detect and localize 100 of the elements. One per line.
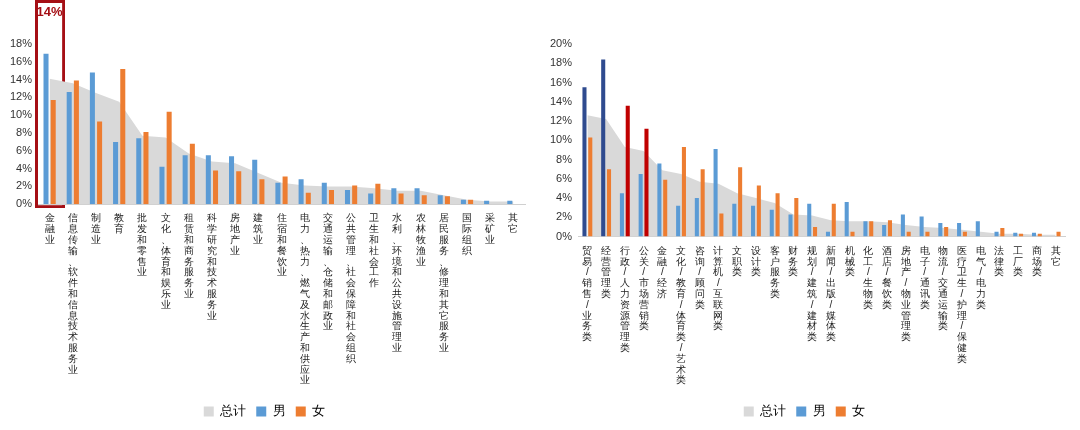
- bar: [305, 192, 311, 205]
- bar: [89, 72, 95, 205]
- bar: [713, 148, 718, 237]
- category-label: 交通运输、仓储和邮政业: [322, 212, 333, 332]
- legend-label: 总计: [759, 403, 787, 419]
- y-tick-label: 2%: [16, 179, 33, 192]
- y-tick-label: 4%: [16, 161, 33, 174]
- bar: [205, 155, 211, 205]
- bar: [252, 159, 258, 205]
- bar: [957, 223, 962, 237]
- x-tick-label: 金融/经济: [657, 244, 668, 299]
- bar: [213, 170, 219, 205]
- x-tick-label: 电气/电力类: [975, 244, 986, 310]
- y-tick-label: 14%: [549, 94, 573, 107]
- x-tick-label: 金融业: [44, 212, 55, 245]
- bar: [368, 193, 374, 205]
- bar: [460, 199, 466, 205]
- category-label: 科学研究和技术服务业: [206, 212, 217, 321]
- bar: [421, 195, 427, 205]
- y-tick-label: 12%: [549, 114, 573, 127]
- category-label: 贸易/销售/业务类: [582, 244, 593, 343]
- bar: [788, 214, 793, 237]
- bar: [159, 166, 165, 205]
- bar: [756, 185, 761, 237]
- bar: [794, 198, 799, 237]
- category-label: 公共管理、社会保障和社会组织: [346, 212, 357, 364]
- bar: [619, 193, 624, 237]
- x-tick-label: 其它: [1050, 244, 1061, 267]
- y-tick-label: 0%: [556, 229, 573, 242]
- bar: [236, 171, 242, 205]
- x-tick-label: 法律类: [994, 244, 1005, 278]
- category-label: 文化、体育和娱乐业: [160, 212, 171, 310]
- category-label: 新闻/出版/媒体类: [825, 244, 836, 343]
- legend-label: 女: [852, 403, 866, 419]
- bar: [344, 189, 350, 205]
- y-tick-label: 6%: [556, 171, 573, 184]
- bar: [391, 188, 397, 205]
- bar: [863, 221, 868, 237]
- y-tick-label: 2%: [556, 210, 573, 223]
- x-tick-label: 租赁和商务服务业: [183, 212, 194, 299]
- x-tick-label: 商场类: [1030, 244, 1042, 278]
- bar: [850, 231, 855, 237]
- y-tick-label: 6%: [16, 143, 33, 156]
- y-tick-label: 4%: [556, 191, 573, 204]
- x-tick-label: 客户服务类: [769, 244, 780, 299]
- x-tick-label: 国际组织: [462, 212, 473, 256]
- bar: [887, 220, 892, 237]
- bar: [813, 226, 818, 237]
- bar: [321, 182, 327, 205]
- x-tick-label: 物流/交通运输类: [938, 244, 949, 332]
- bar: [681, 147, 686, 237]
- x-tick-label: 公关/市场营销类: [637, 244, 649, 332]
- y-tick-label: 8%: [556, 152, 573, 165]
- bar: [444, 196, 450, 205]
- bar: [97, 121, 103, 205]
- category-label: 医疗卫生/护理/保健类: [956, 244, 967, 364]
- category-label: 水利、环境和公共设施管理业: [392, 212, 403, 353]
- x-tick-label: 经营管理类: [601, 244, 612, 299]
- bar: [298, 179, 304, 205]
- bar: [882, 225, 887, 237]
- y-tick-label: 18%: [549, 56, 573, 69]
- bar: [468, 199, 474, 205]
- y-tick-label: 8%: [16, 126, 33, 139]
- x-tick-label: 制造业: [90, 212, 101, 245]
- x-tick-label: 计算机/互联网类: [713, 244, 724, 332]
- x-tick-label: 住宿和餐饮业: [275, 212, 287, 278]
- x-tick-label: 化工/生物类: [863, 244, 874, 310]
- x-tick-label: 批发和零售业: [137, 212, 148, 278]
- bar: [944, 226, 949, 237]
- bar: [938, 223, 943, 237]
- y-tick-label: 14%: [9, 72, 33, 85]
- x-tick-label: 建筑业: [252, 212, 264, 245]
- bar: [601, 59, 606, 237]
- bar: [143, 132, 149, 205]
- category-label: 文化/教育/体育类/艺术类: [676, 244, 687, 386]
- bar: [275, 182, 281, 205]
- bar: [582, 87, 587, 237]
- bar: [66, 92, 72, 205]
- x-tick-label: 文职类: [732, 244, 743, 278]
- y-tick-label: 10%: [549, 133, 573, 146]
- bar: [625, 105, 630, 237]
- bar: [136, 138, 142, 205]
- x-tick-label: 机械类: [844, 244, 855, 278]
- bar: [1000, 227, 1005, 237]
- bar: [807, 203, 812, 237]
- bar: [900, 214, 905, 237]
- legend-label: 女: [312, 403, 326, 419]
- bar: [844, 201, 849, 237]
- category-label: 房地产/物业管理类: [900, 244, 911, 343]
- y-tick-label: 20%: [549, 37, 573, 50]
- bar: [437, 195, 443, 205]
- bar: [719, 213, 724, 237]
- bar: [638, 174, 643, 237]
- x-tick-label: 卫生和社会工作: [368, 212, 380, 289]
- bar: [738, 167, 743, 237]
- bar: [414, 188, 420, 205]
- x-tick-label: 财务类: [788, 244, 799, 278]
- bar: [694, 198, 699, 237]
- x-tick-label: 咨询/顾问类: [694, 244, 705, 310]
- bar: [644, 128, 649, 237]
